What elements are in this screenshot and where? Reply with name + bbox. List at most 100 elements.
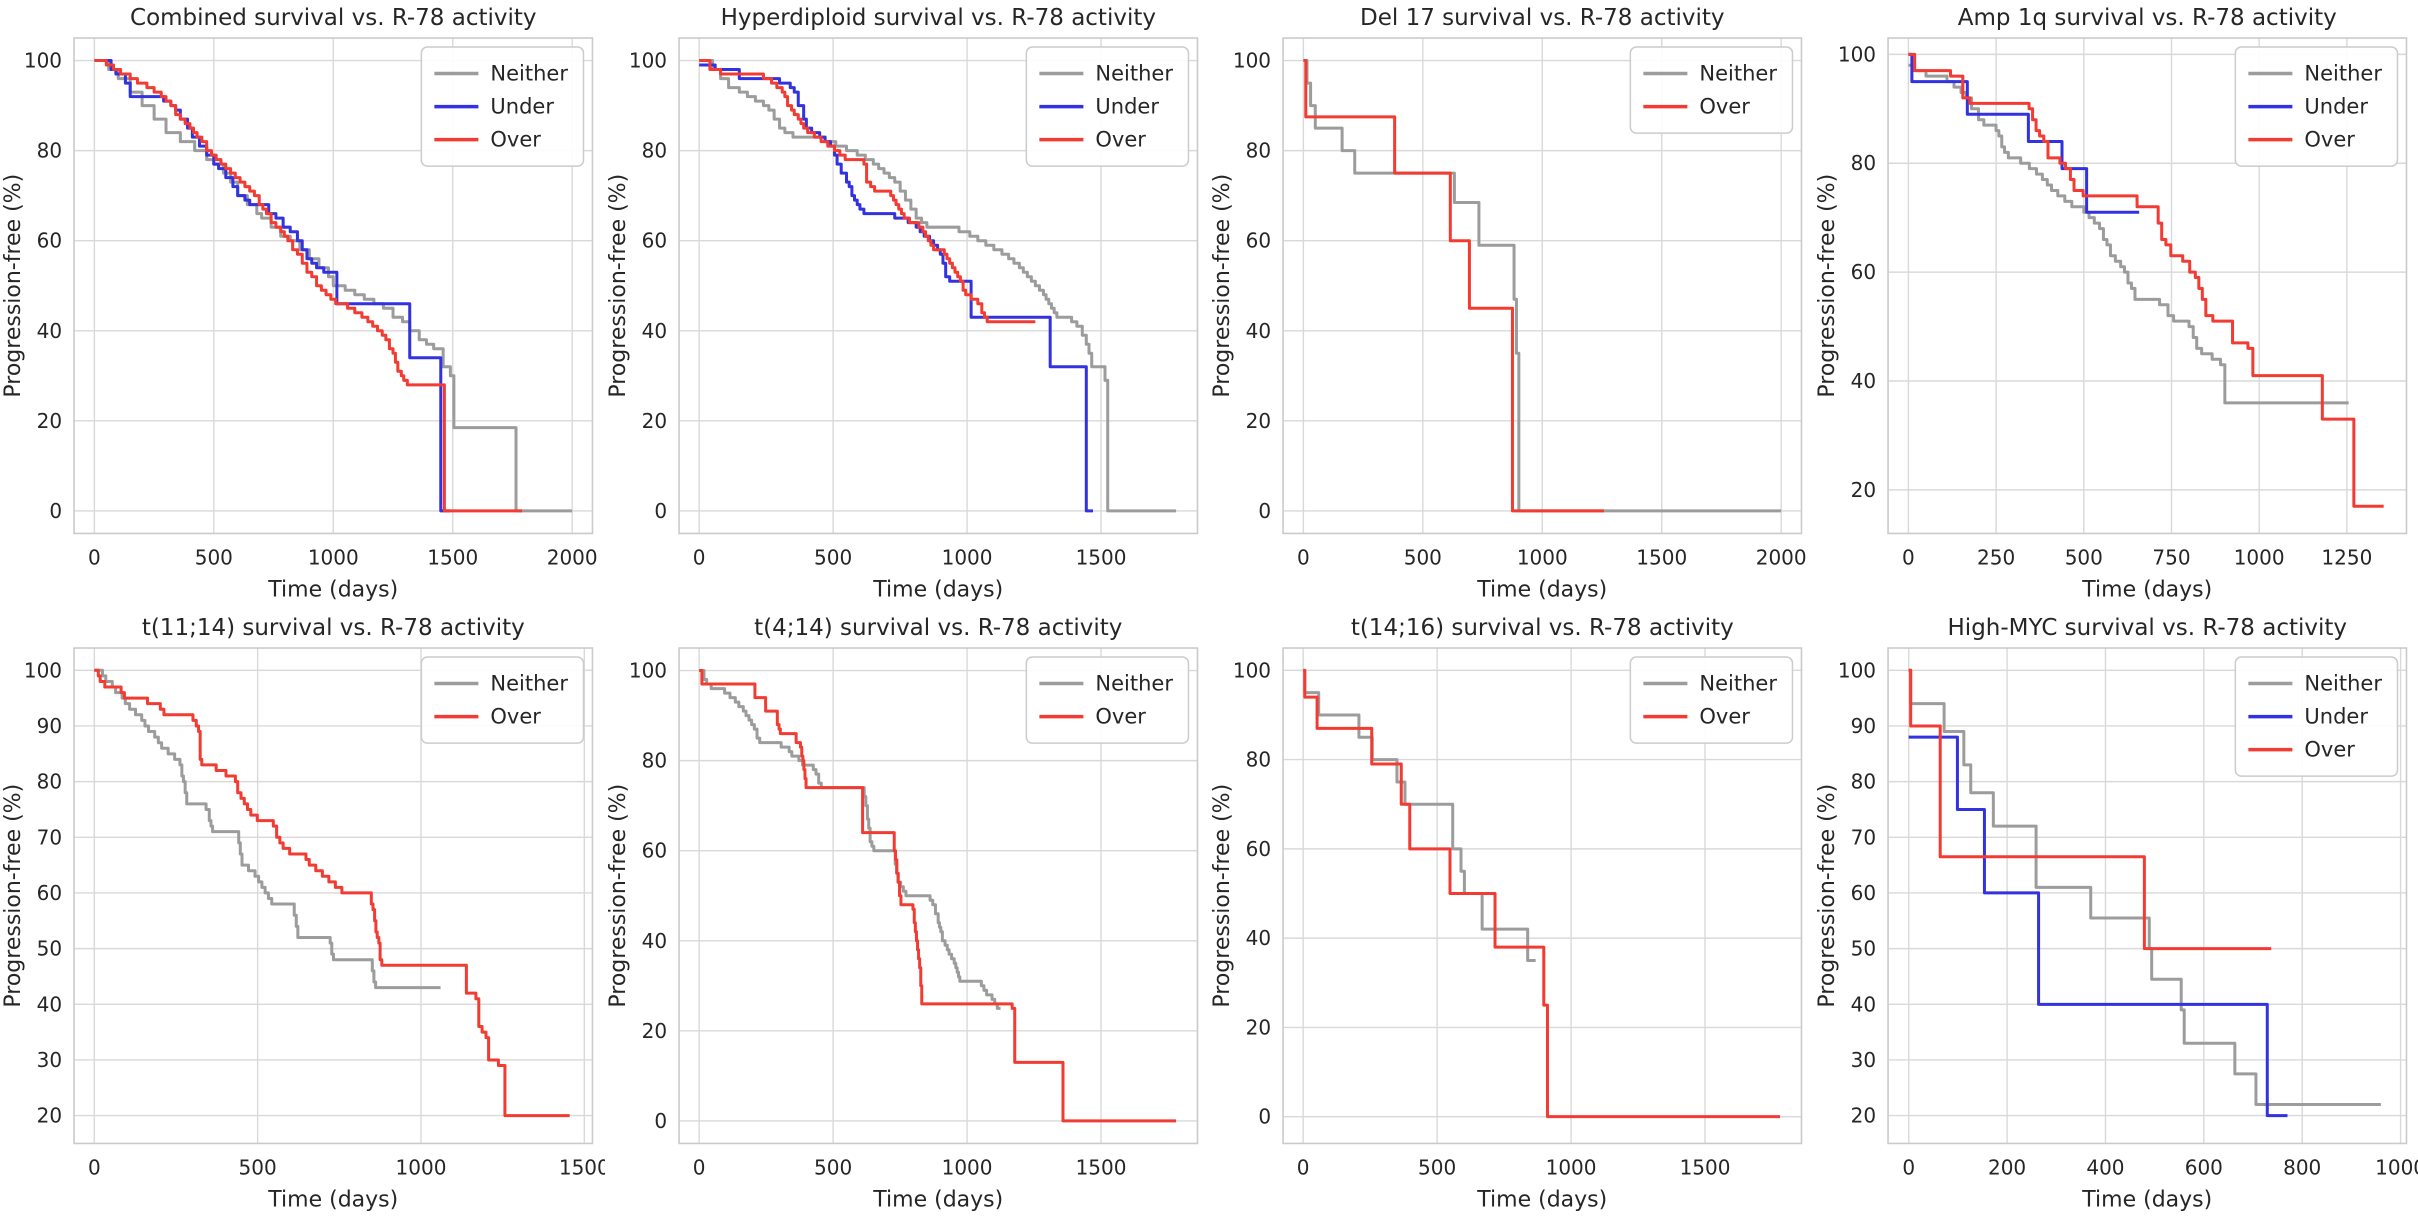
y-tick-label: 40 xyxy=(1246,319,1271,343)
x-tick-label: 2000 xyxy=(1756,545,1807,569)
y-tick-label: 80 xyxy=(1850,769,1875,793)
x-tick-label: 250 xyxy=(1977,545,2015,569)
y-axis-label: Progression-free (%) xyxy=(1,174,26,398)
legend-label: Over xyxy=(490,127,541,152)
chart-title: t(11;14) survival vs. R-78 activity xyxy=(142,615,525,641)
x-tick-label: 1500 xyxy=(1680,1155,1731,1179)
y-tick-label: 20 xyxy=(1246,409,1271,433)
x-tick-label: 1250 xyxy=(2321,545,2372,569)
legend-label: Neither xyxy=(490,61,568,86)
legend-label: Under xyxy=(490,94,554,119)
x-axis-label: Time (days) xyxy=(872,577,1003,602)
legend: Neither Under Over xyxy=(421,47,583,166)
x-tick-label: 800 xyxy=(2283,1155,2321,1179)
x-tick-label: 500 xyxy=(239,1155,277,1179)
legend-label: Under xyxy=(2304,703,2368,728)
y-tick-label: 50 xyxy=(37,936,62,960)
x-tick-label: 0 xyxy=(692,545,705,569)
y-tick-label: 0 xyxy=(654,1108,667,1132)
legend-label: Over xyxy=(490,703,541,728)
y-tick-label: 20 xyxy=(1850,1103,1875,1127)
y-tick-label: 80 xyxy=(641,139,666,163)
y-tick-label: 100 xyxy=(1233,49,1271,73)
y-axis-label: Progression-free (%) xyxy=(1815,174,1840,398)
y-tick-label: 100 xyxy=(1233,658,1271,682)
legend-label: Over xyxy=(1699,703,1750,728)
y-tick-label: 0 xyxy=(654,499,667,523)
chart-canvas-8: 020040060080010002030405060708090100High… xyxy=(1814,610,2418,1219)
y-tick-label: 100 xyxy=(1837,658,1875,682)
legend-label: Neither xyxy=(2304,61,2382,86)
x-tick-label: 400 xyxy=(2086,1155,2124,1179)
x-tick-label: 1500 xyxy=(559,1155,605,1179)
x-axis-label: Time (days) xyxy=(872,1187,1003,1212)
y-tick-label: 90 xyxy=(37,713,62,737)
x-tick-label: 600 xyxy=(2184,1155,2222,1179)
legend: Neither Over xyxy=(1026,657,1188,743)
y-axis-label: Progression-free (%) xyxy=(1,783,26,1007)
x-tick-label: 0 xyxy=(88,1155,101,1179)
x-tick-label: 1000 xyxy=(2375,1155,2418,1179)
y-tick-label: 80 xyxy=(1246,747,1271,771)
y-tick-label: 70 xyxy=(1850,825,1875,849)
x-axis-label: Time (days) xyxy=(1476,1187,1607,1212)
y-axis-label: Progression-free (%) xyxy=(1210,783,1235,1007)
x-tick-label: 750 xyxy=(2152,545,2190,569)
x-tick-label: 500 xyxy=(1404,545,1442,569)
y-tick-label: 90 xyxy=(1850,713,1875,737)
y-tick-label: 80 xyxy=(1246,139,1271,163)
x-tick-label: 500 xyxy=(814,545,852,569)
x-tick-label: 1500 xyxy=(1636,545,1687,569)
y-axis-label: Progression-free (%) xyxy=(606,783,631,1007)
y-tick-label: 40 xyxy=(1850,369,1875,393)
x-tick-label: 1000 xyxy=(1517,545,1568,569)
y-tick-label: 80 xyxy=(641,748,666,772)
x-axis-label: Time (days) xyxy=(267,1187,398,1212)
y-tick-label: 40 xyxy=(37,992,62,1016)
x-tick-label: 1000 xyxy=(941,545,992,569)
legend-label: Neither xyxy=(1095,670,1173,695)
legend-label: Over xyxy=(2304,127,2355,152)
x-axis-label: Time (days) xyxy=(267,577,398,602)
y-tick-label: 60 xyxy=(1850,880,1875,904)
x-tick-label: 1000 xyxy=(2233,545,2284,569)
legend-label: Over xyxy=(2304,736,2355,761)
chart-title: High-MYC survival vs. R-78 activity xyxy=(1947,615,2347,641)
x-tick-label: 1500 xyxy=(1075,1155,1126,1179)
legend-label: Neither xyxy=(1699,61,1777,86)
y-tick-label: 80 xyxy=(37,139,62,163)
x-axis-label: Time (days) xyxy=(2081,577,2212,602)
x-tick-label: 500 xyxy=(1418,1155,1456,1179)
legend: Neither Over xyxy=(1630,657,1792,743)
y-tick-label: 60 xyxy=(37,880,62,904)
x-tick-label: 500 xyxy=(2064,545,2102,569)
y-tick-label: 20 xyxy=(1246,1015,1271,1039)
legend-label: Over xyxy=(1095,703,1146,728)
y-tick-label: 20 xyxy=(1850,478,1875,502)
x-tick-label: 0 xyxy=(692,1155,705,1179)
y-axis-label: Progression-free (%) xyxy=(1210,174,1235,398)
x-tick-label: 500 xyxy=(195,545,233,569)
x-axis-label: Time (days) xyxy=(2081,1187,2212,1212)
x-tick-label: 0 xyxy=(1297,1155,1310,1179)
y-tick-label: 60 xyxy=(1246,229,1271,253)
x-tick-label: 0 xyxy=(88,545,101,569)
x-axis-label: Time (days) xyxy=(1476,577,1607,602)
x-tick-label: 0 xyxy=(1297,545,1310,569)
legend-label: Neither xyxy=(1699,670,1777,695)
